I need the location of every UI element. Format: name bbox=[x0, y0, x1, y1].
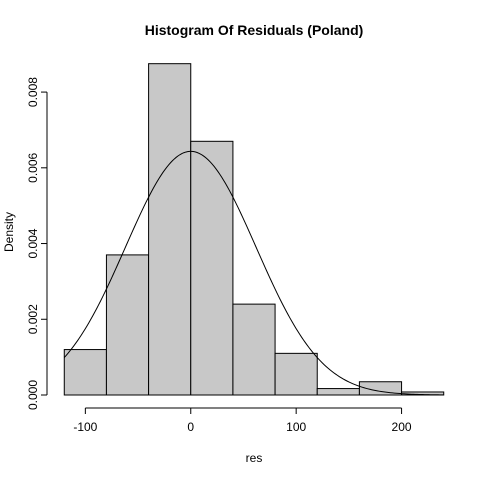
histogram-bar-3 bbox=[148, 63, 192, 396]
histogram-bar-6 bbox=[274, 352, 318, 396]
histogram-bar-5 bbox=[232, 303, 276, 396]
x-tick-label-2: 0 bbox=[187, 420, 194, 434]
y-tick-label-1: 0.000 bbox=[26, 380, 40, 410]
x-axis: -100 0 100 200 bbox=[73, 407, 412, 434]
y-tick-label-4: 0.006 bbox=[26, 152, 40, 182]
y-tick-label-3: 0.004 bbox=[26, 228, 40, 258]
bars-group bbox=[63, 63, 445, 396]
x-tick-label-4: 200 bbox=[392, 420, 412, 434]
histogram-bar-8 bbox=[358, 381, 403, 396]
chart-title: Histogram Of Residuals (Poland) bbox=[145, 22, 364, 38]
histogram-bar-2 bbox=[105, 254, 150, 396]
histogram-bar-1 bbox=[63, 349, 107, 396]
y-tick-label-2: 0.002 bbox=[26, 304, 40, 334]
histogram-bar-4 bbox=[190, 140, 234, 396]
normal-density-curve bbox=[63, 150, 444, 396]
x-axis-label: res bbox=[246, 451, 263, 465]
y-axis: 0.000 0.002 0.004 0.006 0.008 bbox=[26, 77, 48, 410]
x-tick-label-1: -100 bbox=[73, 420, 97, 434]
y-tick-label-5: 0.008 bbox=[26, 77, 40, 107]
histogram-bar-7 bbox=[316, 388, 360, 396]
y-axis-label: Density bbox=[2, 212, 16, 252]
x-tick-label-3: 100 bbox=[286, 420, 306, 434]
